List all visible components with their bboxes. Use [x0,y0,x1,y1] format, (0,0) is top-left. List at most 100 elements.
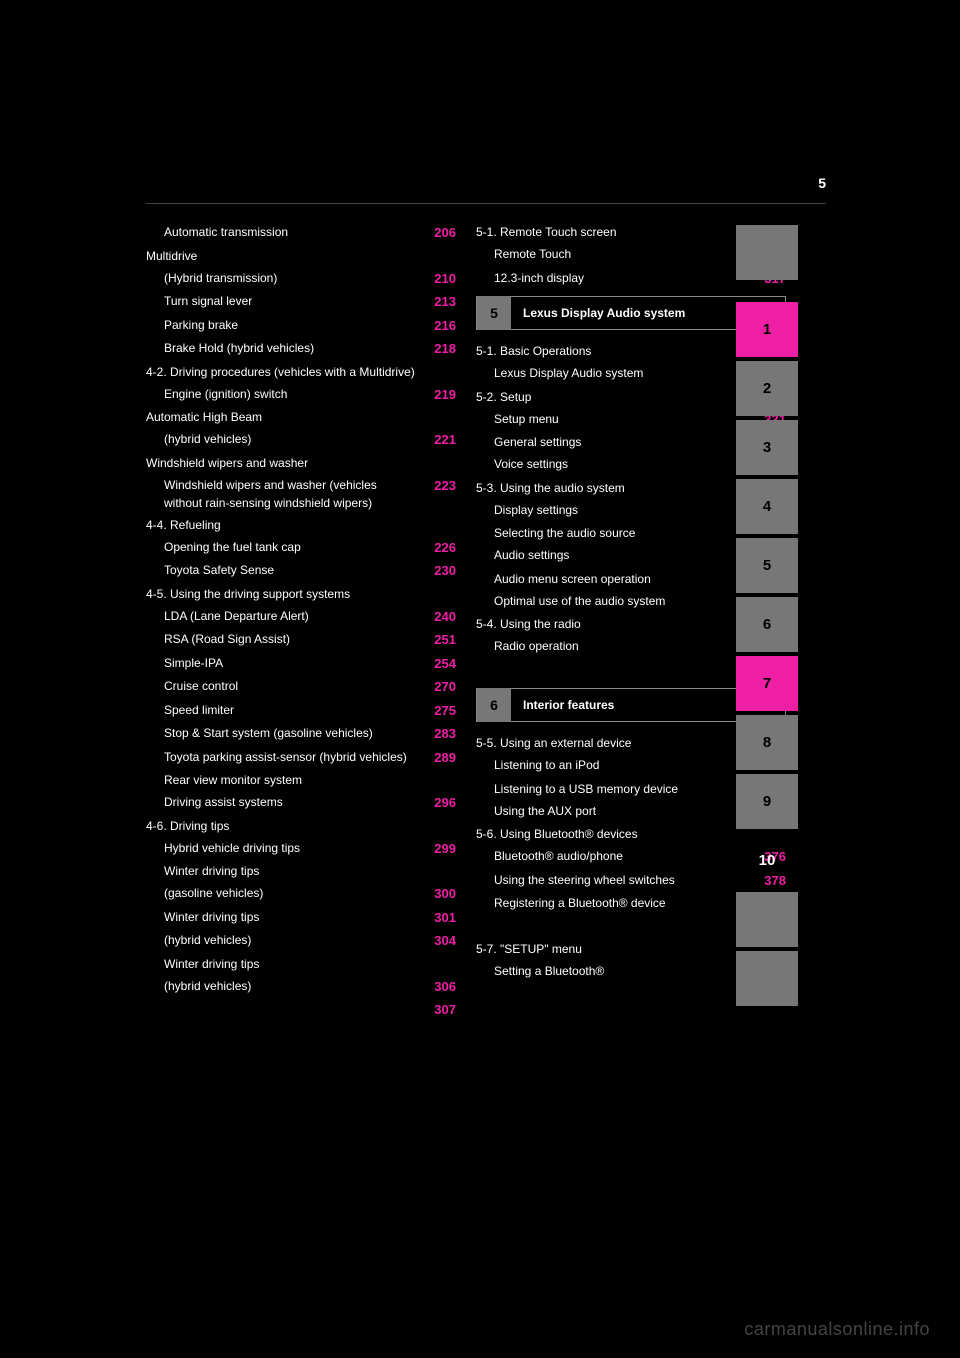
toc-row: Windshield wipers and washer [146,454,456,472]
chapter-tab[interactable]: 2 [736,361,798,416]
toc-page-ref[interactable]: 230 [416,561,456,581]
toc-label: Setup menu [476,410,746,428]
toc-row: Brake Hold (hybrid vehicles)218 [146,339,456,359]
toc-label: Radio operation [476,637,746,655]
toc-label: Setting a Bluetooth® [476,962,746,980]
toc-row: (Hybrid transmission)210 [146,269,456,289]
toc-row: 4-5. Using the driving support systems [146,585,456,603]
toc-page-ref[interactable]: 213 [416,292,456,312]
toc-label: Cruise control [146,677,416,695]
chapter-tab[interactable]: 6 [736,597,798,652]
toc-label: 4-2. Driving procedures (vehicles with a… [146,363,456,381]
chapter-tab[interactable]: 3 [736,420,798,475]
toc-page-ref[interactable]: 223 [416,476,456,496]
toc-page-ref[interactable]: 270 [416,677,456,697]
toc-label: Audio settings [476,546,746,564]
toc-row: (hybrid vehicles)306 [146,977,456,997]
toc-label: Voice settings [476,455,746,473]
toc-label: Winter driving tips [146,908,416,926]
toc-row: 307 [146,1000,456,1020]
toc-row: Speed limiter275 [146,701,456,721]
toc-label: 4-4. Refueling [146,516,456,534]
toc-label: Speed limiter [146,701,416,719]
toc-page-ref[interactable]: 299 [416,839,456,859]
chapter-tab[interactable]: 7 [736,656,798,711]
chapter-tab[interactable]: 8 [736,715,798,770]
toc-label: Winter driving tips [146,955,456,973]
toc-row: Engine (ignition) switch219 [146,385,456,405]
toc-row: Winter driving tips301 [146,908,456,928]
section-number: 5 [477,296,511,330]
toc-page-ref[interactable]: 206 [416,223,456,243]
header-rule [146,203,826,204]
chapter-tab[interactable]: 1 [736,302,798,357]
toc-label: Windshield wipers and washer [146,454,456,472]
toc-row: Automatic High Beam [146,408,456,426]
toc-page-ref[interactable]: 289 [416,748,456,768]
chapter-tab[interactable] [736,892,798,947]
toc-label: Automatic transmission [146,223,416,241]
left-column: Automatic transmission206 Multidrive (Hybr… [146,223,456,1024]
chapter-tab[interactable]: 9 [736,774,798,829]
toc-page-ref[interactable]: 251 [416,630,456,650]
toc-page-ref[interactable]: 275 [416,701,456,721]
toc-page-ref[interactable]: 304 [416,931,456,951]
toc-page-ref[interactable]: 216 [416,316,456,336]
toc-label: Optimal use of the audio system [476,592,746,610]
toc-label: (hybrid vehicles) [146,430,416,448]
toc-label: Using the AUX port [476,802,746,820]
toc-label: (hybrid vehicles) [146,931,416,949]
toc-label: Turn signal lever [146,292,416,310]
toc-label: Winter driving tips [146,862,456,880]
chapter-tab[interactable]: 4 [736,479,798,534]
toc-label: Multidrive [146,247,456,265]
toc-label: Using the steering wheel switches [476,871,746,889]
toc-label: 4-6. Driving tips [146,817,456,835]
section-number: 6 [477,688,511,722]
toc-page-ref[interactable]: 210 [416,269,456,289]
toc-row: Driving assist systems296 [146,793,456,813]
toc-page-ref[interactable]: 301 [416,908,456,928]
toc-row: Opening the fuel tank cap226 [146,538,456,558]
toc-page-ref[interactable]: 226 [416,538,456,558]
toc-row: Cruise control270 [146,677,456,697]
toc-label: Remote Touch [476,245,746,263]
chapter-tab[interactable] [736,225,798,280]
toc-row: Simple-IPA254 [146,654,456,674]
toc-row: 4-6. Driving tips [146,817,456,835]
toc-label: Stop & Start system (gasoline vehicles) [146,724,416,742]
toc-label: Bluetooth® audio/phone [476,847,746,865]
toc-label: Rear view monitor system [146,771,456,789]
watermark: carmanualsonline.info [744,1319,930,1340]
toc-row: Multidrive [146,247,456,265]
toc-row: (gasoline vehicles)300 [146,884,456,904]
toc-page-ref[interactable]: 218 [416,339,456,359]
toc-page-ref[interactable]: 307 [416,1000,456,1020]
toc-page-ref[interactable]: 306 [416,977,456,997]
toc-page-ref[interactable]: 300 [416,884,456,904]
toc-label: Opening the fuel tank cap [146,538,416,556]
toc-row: LDA (Lane Departure Alert)240 [146,607,456,627]
toc-label: Display settings [476,501,746,519]
toc-page-ref[interactable]: 221 [416,430,456,450]
toc-page-ref[interactable]: 240 [416,607,456,627]
toc-label: Windshield wipers and washer (vehicles w… [146,476,416,512]
toc-row: Stop & Start system (gasoline vehicles)2… [146,724,456,744]
toc-label: 4-5. Using the driving support systems [146,585,456,603]
toc-label: Listening to an iPod [476,756,746,774]
toc-label: Parking brake [146,316,416,334]
toc-row: Winter driving tips [146,862,456,880]
toc-row: Automatic transmission206 [146,223,456,243]
toc-page-ref[interactable]: 283 [416,724,456,744]
toc-label: Brake Hold (hybrid vehicles) [146,339,416,357]
page-header: 5 [146,165,826,205]
toc-page-ref[interactable]: 219 [416,385,456,405]
chapter-tab[interactable] [736,951,798,1006]
toc-row: RSA (Road Sign Assist)251 [146,630,456,650]
chapter-tab[interactable]: 10 [736,833,798,888]
toc-page-ref[interactable]: 254 [416,654,456,674]
toc-row: Rear view monitor system [146,771,456,789]
toc-label: Simple-IPA [146,654,416,672]
toc-page-ref[interactable]: 296 [416,793,456,813]
chapter-tab[interactable]: 5 [736,538,798,593]
